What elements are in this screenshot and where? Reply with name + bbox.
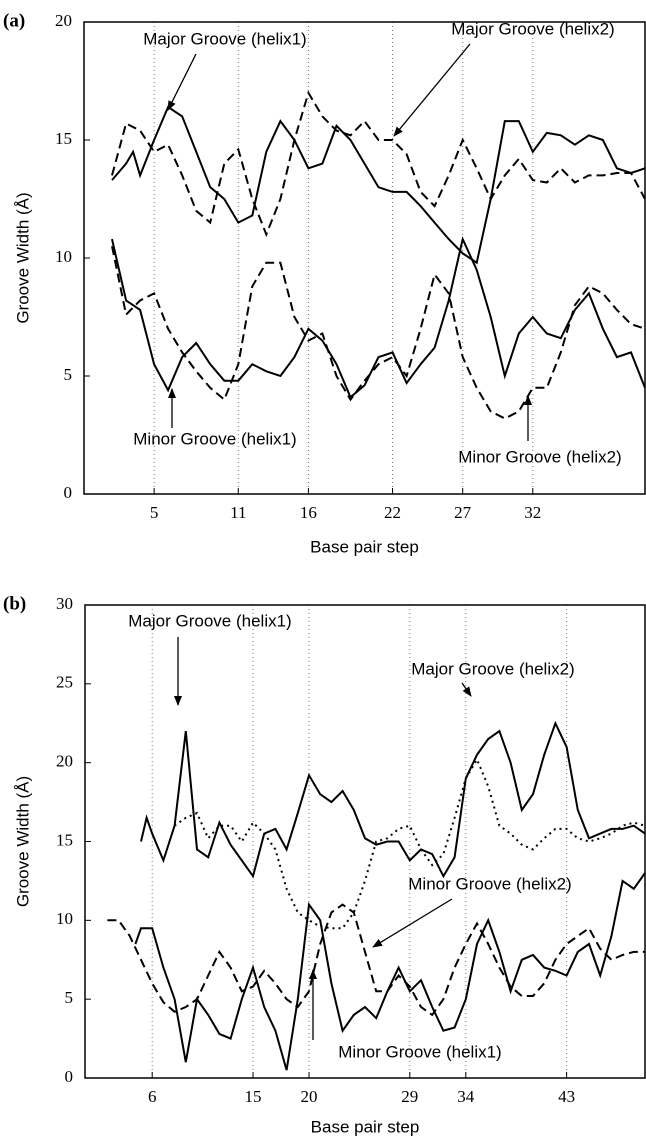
annotation: Major Groove (helix2) (411, 659, 574, 678)
series-line (134, 872, 646, 1071)
y-tick-label: 0 (65, 1067, 74, 1086)
annotation-arrow (372, 898, 453, 948)
x-tick-label: 15 (245, 1087, 262, 1106)
y-axis-label: Groove Width (Å) (13, 776, 32, 907)
x-axis-label: Base pair step (311, 1117, 420, 1136)
series-line (107, 903, 645, 1017)
x-tick-label: 16 (300, 503, 317, 522)
x-tick-label: 27 (454, 503, 472, 522)
x-tick-label: 22 (384, 503, 401, 522)
y-tick-label: 0 (64, 483, 73, 502)
y-tick-label: 5 (64, 365, 73, 384)
annotation-arrow (393, 43, 471, 137)
x-tick-label: 43 (558, 1087, 575, 1106)
panel-label: (b) (3, 593, 26, 614)
y-axis-label: Groove Width (Å) (13, 192, 32, 323)
series-line (111, 235, 646, 399)
y-tick-label: 15 (55, 129, 72, 148)
panel-label: (a) (3, 10, 25, 31)
y-tick-label: 30 (56, 594, 73, 613)
annotation-arrow (167, 53, 197, 111)
annotation: Minor Groove (helix2) (458, 447, 621, 466)
series-line (111, 105, 646, 265)
x-tick-label: 5 (150, 503, 159, 522)
series-line (174, 757, 646, 930)
plot-frame (83, 21, 646, 495)
y-tick-label: 20 (55, 11, 72, 30)
annotation: Major Groove (helix1) (143, 29, 306, 48)
series-line (111, 245, 646, 420)
y-tick-label: 5 (65, 988, 74, 1007)
y-tick-label: 10 (56, 909, 73, 928)
y-tick-label: 25 (56, 673, 73, 692)
series-line (140, 720, 646, 879)
x-tick-label: 6 (148, 1087, 157, 1106)
x-tick-label: 32 (524, 503, 541, 522)
x-tick-label: 11 (230, 503, 246, 522)
x-tick-label: 34 (457, 1087, 475, 1106)
y-tick-label: 20 (56, 752, 73, 771)
x-tick-label: 29 (401, 1087, 418, 1106)
x-tick-label: 20 (301, 1087, 318, 1106)
annotation-arrow (461, 682, 472, 697)
y-tick-label: 15 (56, 830, 73, 849)
x-axis-label: Base pair step (310, 537, 419, 556)
annotation: Major Groove (helix2) (451, 19, 614, 38)
series-line (111, 90, 646, 238)
annotation: Minor Groove (helix1) (338, 1042, 501, 1061)
annotation: Minor Groove (helix1) (133, 429, 296, 448)
annotation: Minor Groove (helix2) (408, 874, 571, 893)
y-tick-label: 10 (55, 247, 72, 266)
plot-frame (84, 604, 646, 1079)
annotation: Major Groove (helix1) (128, 611, 291, 630)
